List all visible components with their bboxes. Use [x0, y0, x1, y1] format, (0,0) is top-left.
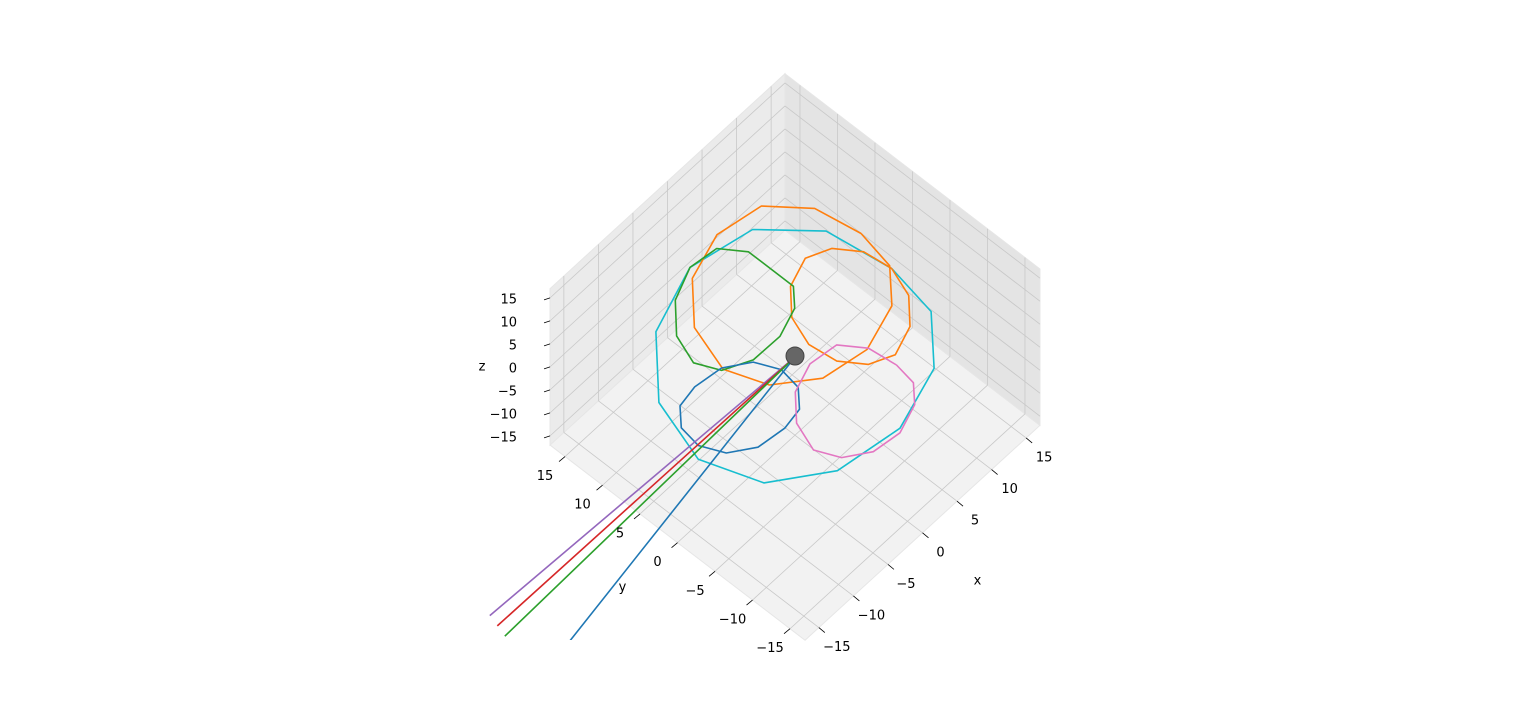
y-tick [746, 599, 753, 606]
z-tick [543, 389, 551, 393]
y-tick-label: 0 [653, 555, 661, 570]
trajectory [569, 356, 796, 640]
grid-line [549, 174, 786, 391]
z-axis-label: z [479, 359, 486, 374]
grid-line [714, 356, 951, 572]
y-tick-label: 15 [537, 469, 554, 484]
z-tick-label: −15 [490, 430, 517, 445]
x-axis-label: x [974, 573, 982, 588]
grid-line [564, 241, 801, 457]
x-tick [818, 627, 826, 633]
central-body [785, 346, 805, 366]
grid-line [549, 151, 786, 368]
y-tick [558, 456, 566, 462]
z-tick [543, 297, 551, 301]
x-tick [922, 532, 929, 539]
grid-line [784, 220, 1041, 417]
grid-line [784, 105, 1041, 302]
axis-labels: −15 −10 −5 0 5 10 15 −15 −10 −5 0 5 10 15 −15 −10 −5 0 5 10… [479, 292, 1053, 656]
trajectory [679, 361, 801, 454]
x-tick [956, 500, 964, 507]
x-tick-label: 0 [936, 545, 944, 560]
x-tick-label: 5 [971, 514, 979, 529]
trajectory [489, 356, 796, 617]
z-tick-label: 10 [500, 315, 517, 330]
grid-line [602, 270, 838, 486]
y-tick [708, 571, 716, 577]
trajectory [794, 344, 916, 459]
trajectory [655, 228, 935, 484]
y-tick [633, 513, 641, 520]
y-tick [783, 628, 791, 635]
z-tick [543, 366, 551, 370]
panes [549, 72, 1041, 641]
grid-line [549, 82, 786, 299]
x-tick-label: −15 [823, 640, 850, 655]
y-tick-label: −15 [756, 641, 783, 656]
y-tick-label: 10 [574, 498, 591, 513]
grid-line [549, 128, 786, 345]
x-tick-label: 15 [1036, 450, 1053, 465]
grid-line [784, 128, 1041, 325]
grid-line [639, 298, 876, 515]
x-tick [991, 469, 998, 475]
y-tick-label: −5 [685, 584, 704, 599]
x-tick [853, 595, 860, 602]
z-tick [543, 343, 551, 347]
z-tick [543, 412, 551, 416]
x-tick-label: −5 [896, 577, 915, 592]
grid-line [677, 327, 913, 543]
z-tick-label: −10 [490, 407, 517, 422]
x-tick [887, 564, 895, 570]
trajectory [674, 247, 796, 372]
grid-line [752, 384, 988, 601]
z-tick [543, 435, 551, 439]
grid-line [549, 105, 786, 322]
y-tick [671, 542, 678, 548]
grid-line [784, 151, 1041, 348]
trajectory [496, 356, 796, 627]
y-tick-label: 5 [616, 526, 624, 541]
x-tick-label: −10 [858, 608, 885, 623]
grid-line [549, 220, 786, 437]
y-tick-label: −10 [719, 613, 746, 628]
z-tick-label: 5 [509, 338, 517, 353]
trajectory [504, 356, 796, 637]
grid-line [789, 413, 1026, 630]
y-axis-label: y [619, 580, 627, 595]
z-tick-label: 15 [500, 292, 517, 307]
z-tick-label: −5 [498, 384, 517, 399]
grid-line [784, 197, 1041, 394]
grid-line [784, 174, 1041, 371]
z-tick [543, 320, 551, 324]
x-tick-label: 10 [1001, 482, 1018, 497]
x-tick [1025, 437, 1033, 444]
grid-line [784, 82, 1041, 279]
trajectory [789, 247, 911, 366]
trajectories [489, 205, 935, 640]
z-tick-label: 0 [509, 361, 517, 376]
y-tick [596, 484, 603, 491]
